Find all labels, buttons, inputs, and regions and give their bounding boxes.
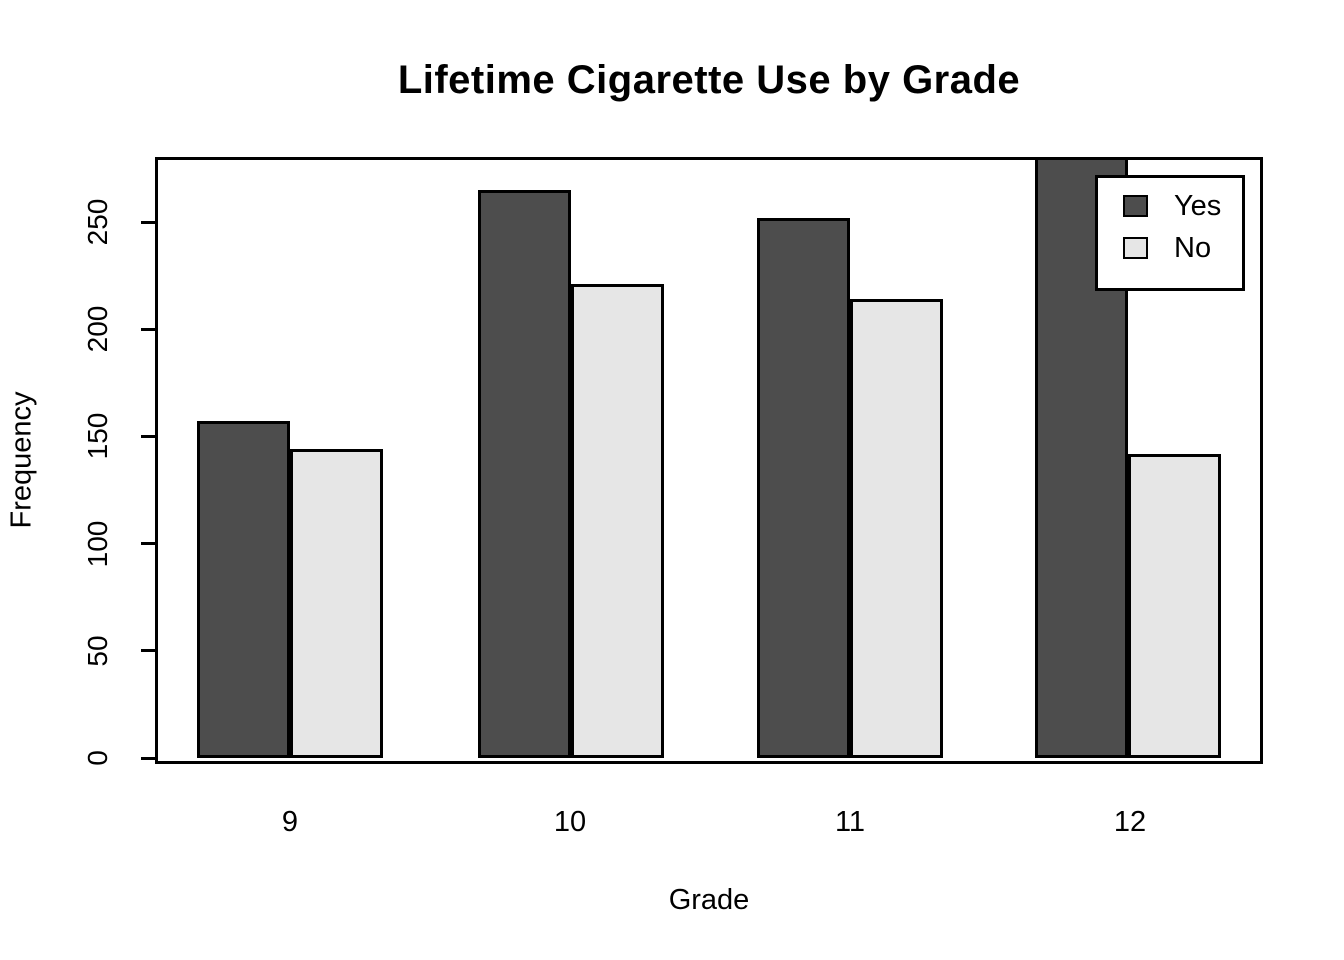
y-tick-label-200: 200 — [82, 305, 113, 353]
y-tick-label-100: 100 — [82, 520, 113, 567]
legend-box: Yes No — [1095, 175, 1245, 291]
y-axis-tick-200 — [141, 328, 155, 331]
legend-item-no: No — [1123, 228, 1242, 268]
legend-swatch-yes-icon — [1123, 195, 1148, 217]
legend-item-yes: Yes — [1123, 186, 1242, 226]
y-axis-tick-0 — [141, 757, 155, 760]
legend-swatch-no-icon — [1123, 237, 1148, 259]
bar-no-grade-11 — [850, 299, 943, 758]
x-axis-title: Grade — [668, 884, 750, 916]
bar-no-grade-10 — [571, 284, 664, 758]
y-tick-label-50: 50 — [82, 635, 113, 667]
bar-yes-grade-9 — [197, 421, 290, 758]
chart-title: Lifetime Cigarette Use by Grade — [397, 58, 1021, 102]
y-axis-title: Frequency — [5, 391, 38, 529]
bar-no-grade-9 — [290, 449, 383, 758]
y-tick-label-150: 150 — [82, 413, 113, 460]
y-axis-tick-150 — [141, 435, 155, 438]
y-tick-label-0: 0 — [82, 750, 113, 766]
bar-yes-grade-11 — [757, 217, 850, 758]
y-axis-tick-250 — [141, 221, 155, 224]
bar-no-grade-12 — [1128, 453, 1221, 758]
x-category-label-11: 11 — [834, 806, 866, 838]
y-axis-tick-50 — [141, 649, 155, 652]
y-tick-label-250: 250 — [82, 198, 113, 246]
bar-yes-grade-10 — [478, 189, 571, 758]
y-axis-tick-100 — [141, 542, 155, 545]
x-category-label-9: 9 — [281, 806, 299, 838]
x-category-label-12: 12 — [1113, 806, 1147, 838]
legend-label-no: No — [1174, 231, 1212, 264]
plot-area — [155, 157, 1263, 764]
legend-label-yes: Yes — [1174, 189, 1222, 222]
x-category-label-10: 10 — [553, 806, 587, 838]
